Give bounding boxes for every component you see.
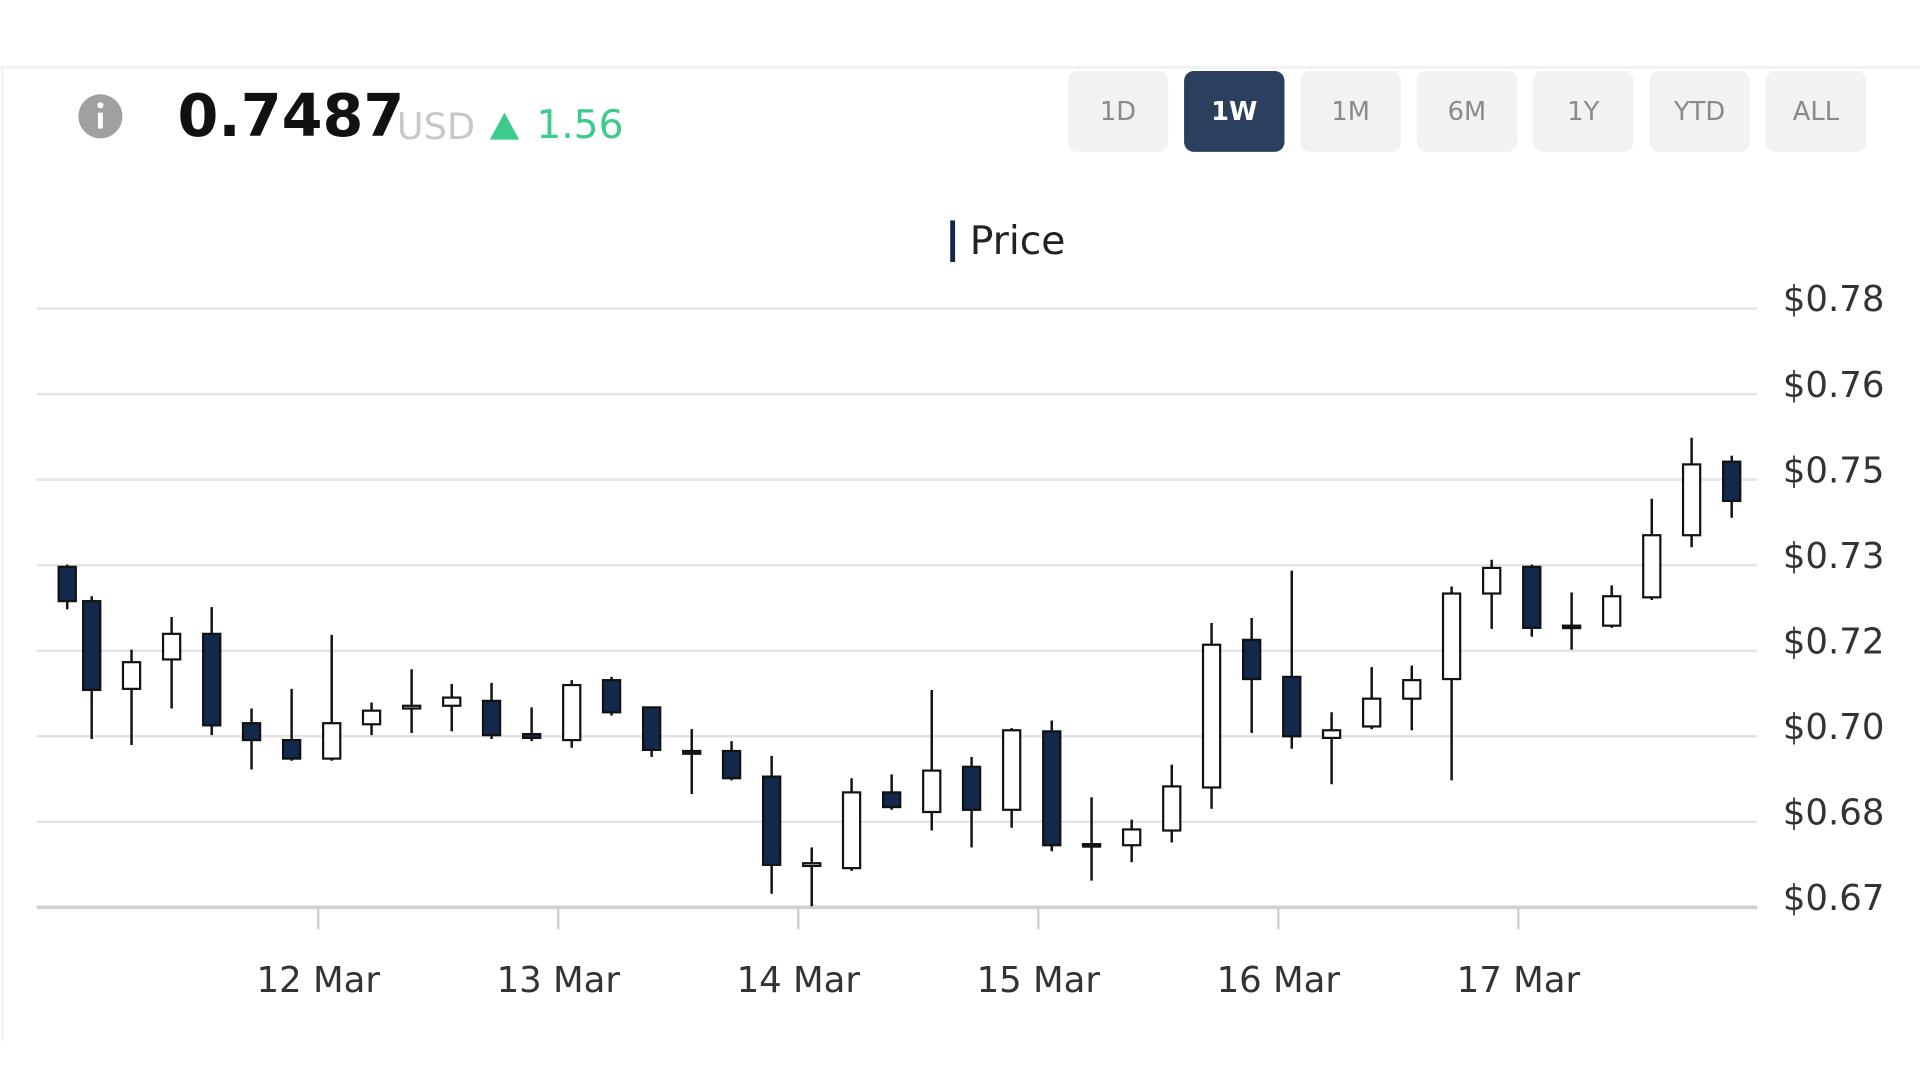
range-button-label[interactable]: 6M [1448,97,1487,127]
candle-body [442,696,462,707]
candle-body [562,683,582,742]
candle-body [1081,843,1102,848]
candle-body [961,765,982,811]
range-button-label[interactable]: 1M [1331,97,1370,127]
candle-body [57,565,77,603]
range-buttons: 1D 1W 1M 6M 1Y YTD ALL [1067,71,1867,152]
candle-body [401,704,422,710]
candle-body [881,791,902,809]
info-icon-stem [97,112,103,129]
y-tick-label: $0.68 [1783,792,1885,833]
candle-body [322,722,342,760]
candle-body [161,632,182,661]
range-button[interactable] [1765,71,1867,152]
candle-body [721,749,742,780]
x-tick-label: 14 Mar [737,960,861,1001]
candle-body [682,749,702,755]
candle-body [1522,565,1542,629]
y-tick-label: $0.70 [1783,707,1885,748]
candle-body [1402,679,1422,700]
range-button-label[interactable]: 1D [1100,97,1136,127]
range-button[interactable] [1649,71,1750,152]
range-button-label[interactable]: YTD [1673,97,1725,127]
candle-body [1561,624,1582,630]
range-button[interactable] [1300,71,1401,152]
candle-body [202,632,222,727]
candle-body [1482,566,1502,595]
candle-body [121,661,142,690]
y-tick-label: $0.73 [1783,536,1885,577]
y-tick-label: $0.78 [1783,279,1885,320]
y-tick-label: $0.76 [1783,365,1885,406]
candle-body [1362,697,1382,728]
candle-body [1602,595,1622,627]
candle-body [1162,785,1182,832]
candle-body [641,706,662,751]
candle-body [1001,729,1022,811]
candle-body [481,699,502,737]
x-tick-label: 15 Mar [977,960,1101,1001]
candle-body [1042,730,1062,847]
range-button[interactable] [1067,71,1169,152]
candle-body [601,679,622,714]
candle-body [1282,675,1302,738]
range-button-label[interactable]: 1W [1211,97,1257,127]
currency: USD [397,105,475,148]
range-button-label[interactable]: ALL [1793,97,1840,127]
candle-body [1642,534,1662,599]
grid: $0.67 $0.68 $0.70 $0.72 $0.73 $0.75 $0.76 $0.78… [36,279,1885,1001]
candles [57,437,1742,907]
up-arrow [489,112,520,140]
candle-body [82,600,102,692]
range-button[interactable] [1533,71,1634,152]
candle-body [241,722,262,742]
y-tick-label: $0.72 [1783,621,1885,662]
legend-label[interactable]: Price [970,219,1066,264]
range-button[interactable] [1184,71,1285,152]
candle-body [761,775,782,866]
candle-body [521,732,542,740]
candle-body [1722,460,1742,503]
x-tick-label: 12 Mar [257,960,381,1001]
candle-body [841,791,862,870]
candle-body [1441,592,1462,681]
candle-body [281,738,302,760]
candle-body [1681,463,1702,537]
info-icon-dot [97,102,104,109]
candle-body [361,709,382,726]
candle-body [1321,729,1342,740]
x-tick-label: 17 Mar [1457,960,1581,1001]
range-button[interactable] [1416,71,1518,152]
y-tick-label: $0.75 [1783,450,1885,491]
range-button-label[interactable]: 1Y [1567,97,1599,127]
x-tick-label: 16 Mar [1217,960,1341,1001]
candle-body [1121,828,1142,847]
candle-body [922,769,942,814]
x-tick-label: 13 Mar [497,960,621,1001]
price: 0.7487 [178,81,405,150]
change: 1.56 [536,103,623,148]
candle-body [1242,638,1262,681]
legend-swatch [950,220,956,263]
candle-body [1201,643,1222,789]
y-tick-label: $0.67 [1783,878,1885,919]
candle-body [802,862,822,868]
